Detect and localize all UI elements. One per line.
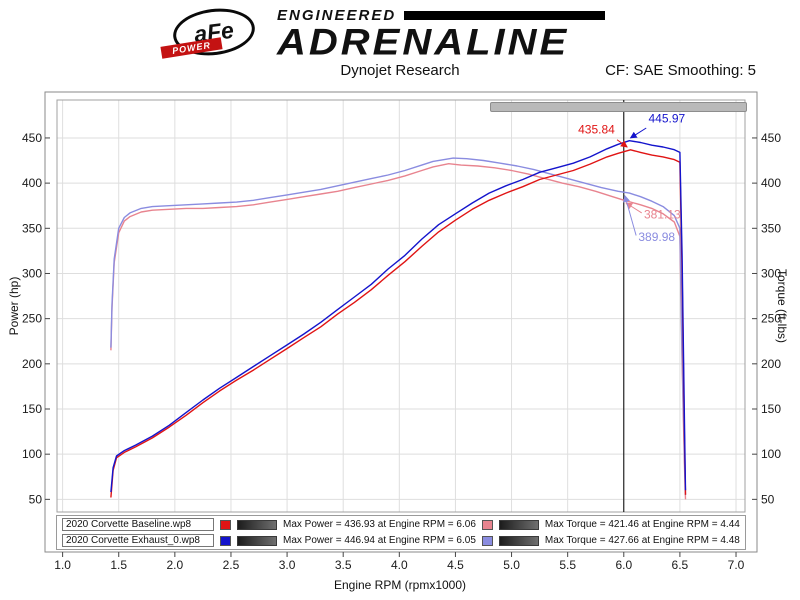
svg-text:350: 350 [761, 221, 781, 235]
run-file-name[interactable]: 2020 Corvette Exhaust_0.wp8 [62, 534, 214, 547]
legend-row-exhaust[interactable]: 2020 Corvette Exhaust_0.wp8 Max Power = … [62, 534, 740, 547]
brand-text: ENGINEERED ADRENALINE [277, 6, 605, 63]
svg-text:381.13: 381.13 [644, 207, 681, 221]
svg-text:400: 400 [22, 176, 42, 190]
svg-text:4.5: 4.5 [447, 558, 464, 572]
engineered-text: ENGINEERED [277, 7, 397, 24]
svg-text:400: 400 [761, 176, 781, 190]
svg-text:350: 350 [22, 221, 42, 235]
adrenaline-text: ADRENALINE [277, 22, 570, 63]
svg-text:3.5: 3.5 [335, 558, 352, 572]
svg-text:5.0: 5.0 [503, 558, 520, 572]
max-torque-text: Max Torque = 427.66 at Engine RPM = 4.48 [544, 535, 740, 546]
legend-row-baseline[interactable]: 2020 Corvette Baseline.wp8 Max Power = 4… [62, 518, 740, 531]
svg-text:6.5: 6.5 [672, 558, 689, 572]
max-power-text: Max Power = 436.93 at Engine RPM = 6.06 [283, 519, 476, 530]
x-axis-title: Engine RPM (rpmx1000) [333, 578, 467, 592]
svg-text:150: 150 [22, 402, 42, 416]
chart-scrollbar[interactable] [490, 102, 747, 112]
chart-subheader: Dynojet Research CF: SAE Smoothing: 5 [0, 62, 800, 82]
svg-text:450: 450 [22, 131, 42, 145]
svg-text:7.0: 7.0 [728, 558, 745, 572]
legend-gradient-bar [498, 519, 539, 530]
svg-text:150: 150 [761, 402, 781, 416]
svg-text:389.98: 389.98 [638, 230, 675, 244]
max-power-text: Max Power = 446.94 at Engine RPM = 6.05 [283, 535, 476, 546]
svg-text:6.0: 6.0 [615, 558, 632, 572]
svg-text:100: 100 [761, 447, 781, 461]
smoothing-label: CF: SAE Smoothing: 5 [605, 62, 756, 79]
svg-text:100: 100 [22, 447, 42, 461]
svg-text:4.0: 4.0 [391, 558, 408, 572]
afe-logo: aFe POWER [160, 4, 263, 60]
svg-text:2.5: 2.5 [223, 558, 240, 572]
legend-gradient-bar [237, 535, 277, 546]
legend-gradient-bar [237, 519, 277, 530]
dynojet-title: Dynojet Research [340, 62, 460, 79]
legend: 2020 Corvette Baseline.wp8 Max Power = 4… [56, 515, 746, 550]
svg-text:445.97: 445.97 [648, 112, 685, 126]
legend-gradient-bar [498, 535, 539, 546]
power-color-swatch [220, 535, 231, 546]
svg-text:50: 50 [29, 492, 43, 506]
svg-text:3.0: 3.0 [279, 558, 296, 572]
brand-bar [404, 11, 605, 20]
torque-color-swatch [481, 519, 493, 530]
run-file-name[interactable]: 2020 Corvette Baseline.wp8 [62, 518, 214, 531]
svg-text:5.5: 5.5 [559, 558, 576, 572]
svg-text:450: 450 [761, 131, 781, 145]
svg-text:200: 200 [22, 357, 42, 371]
svg-text:200: 200 [761, 357, 781, 371]
plot-area[interactable]: 1.0 1.5 2.0 2.5 3.0 3.5 4.0 4.5 5.0 5.5 6.0 6.5 7.0 5… [0, 90, 800, 598]
svg-text:300: 300 [761, 266, 781, 280]
svg-text:435.84: 435.84 [578, 122, 615, 136]
svg-text:250: 250 [761, 312, 781, 326]
svg-text:250: 250 [22, 312, 42, 326]
brand-header: aFe POWER ENGINEERED ADRENALINE [160, 4, 605, 63]
left-axis-title: Power (hp) [7, 276, 21, 336]
torque-color-swatch [481, 535, 493, 546]
svg-text:2.0: 2.0 [167, 558, 184, 572]
dyno-chart: 1.0 1.5 2.0 2.5 3.0 3.5 4.0 4.5 5.0 5.5 6.0 6.5 7.0 5… [0, 90, 800, 598]
svg-text:1.5: 1.5 [110, 558, 127, 572]
svg-text:300: 300 [22, 266, 42, 280]
max-torque-text: Max Torque = 421.46 at Engine RPM = 4.44 [544, 519, 740, 530]
right-axis-title: Torque (ft-lbs) [775, 268, 789, 344]
brand-engineered-line: ENGINEERED [277, 7, 605, 24]
svg-text:50: 50 [761, 492, 775, 506]
power-color-swatch [220, 519, 231, 530]
svg-text:1.0: 1.0 [54, 558, 71, 572]
